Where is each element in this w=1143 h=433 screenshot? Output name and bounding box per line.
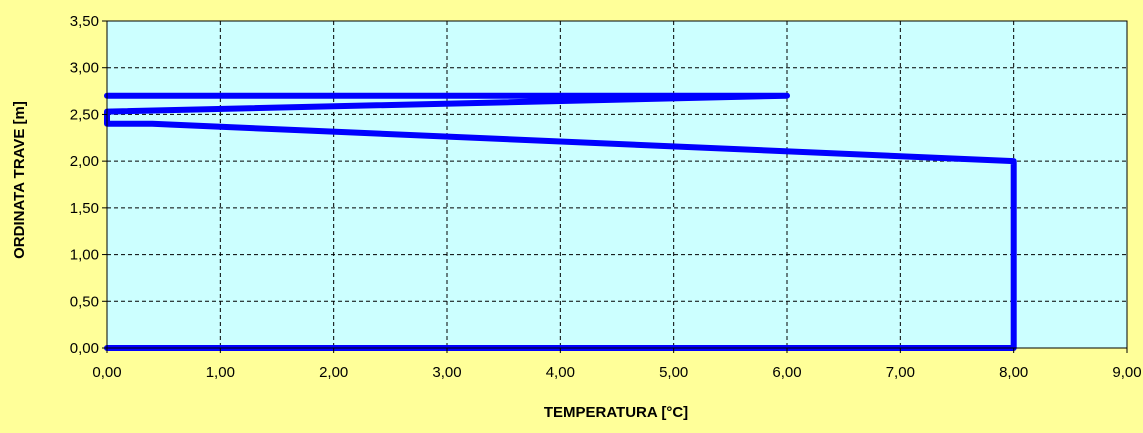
x-tick-label: 5,00 xyxy=(659,364,688,381)
y-tick-label: 1,50 xyxy=(70,200,99,217)
x-tick-label: 0,00 xyxy=(92,364,121,381)
x-tick-label: 7,00 xyxy=(886,364,915,381)
y-tick-label: 0,50 xyxy=(70,293,99,310)
y-tick-label: 3,50 xyxy=(70,13,99,30)
series-layer xyxy=(104,92,1017,351)
y-tick-label: 2,00 xyxy=(70,153,99,170)
x-tick-label: 4,00 xyxy=(546,364,575,381)
y-tick-label: 1,00 xyxy=(70,247,99,264)
plot-border xyxy=(106,20,1128,349)
y-axis-ticks: 0,00 0,50 1,00 1,50 2,00 2,50 3,00 3,50 xyxy=(70,13,107,357)
series-line xyxy=(104,92,1017,351)
x-tick-label: 6,00 xyxy=(772,364,801,381)
plot-area xyxy=(107,21,1127,348)
x-tick-label: 3,00 xyxy=(432,364,461,381)
x-tick-label: 1,00 xyxy=(206,364,235,381)
x-tick-label: 8,00 xyxy=(999,364,1028,381)
y-axis-title: ORDINATA TRAVE [m] xyxy=(11,101,28,259)
x-tick-label: 9,00 xyxy=(1112,364,1141,381)
y-tick-label: 0,00 xyxy=(70,340,99,357)
x-tick-label: 2,00 xyxy=(319,364,348,381)
x-axis-title: TEMPERATURA [°C] xyxy=(544,404,688,421)
y-tick-label: 2,50 xyxy=(70,106,99,123)
y-tick-label: 3,00 xyxy=(70,60,99,77)
x-axis-ticks: 0,00 1,00 2,00 3,00 4,00 5,00 6,00 7,00 8,00 9,00 xyxy=(92,348,1142,381)
